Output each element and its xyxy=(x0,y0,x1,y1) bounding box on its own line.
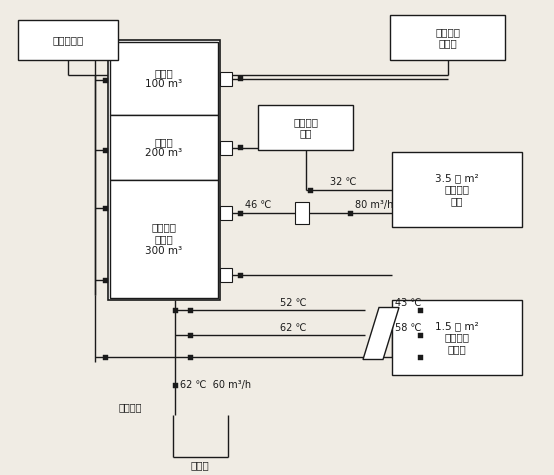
Text: 3.5 万 m²
建筑地覆
采暖: 3.5 万 m² 建筑地覆 采暖 xyxy=(435,173,479,206)
Polygon shape xyxy=(363,307,399,360)
Bar xyxy=(102,77,107,83)
Bar xyxy=(110,42,218,115)
Text: 洗浴池
100 m³: 洗浴池 100 m³ xyxy=(146,68,183,89)
Bar xyxy=(392,300,522,375)
Text: 58 ℃: 58 ℃ xyxy=(395,323,422,333)
Text: 抛井水源: 抛井水源 xyxy=(118,402,142,412)
Text: 1.5 万 m²
建筑暖气
包供暖: 1.5 万 m² 建筑暖气 包供暖 xyxy=(435,321,479,354)
Bar xyxy=(220,72,232,86)
Text: 62 ℃: 62 ℃ xyxy=(280,323,306,333)
Text: 地热井: 地热井 xyxy=(191,460,209,470)
Text: 52 ℃: 52 ℃ xyxy=(280,298,306,308)
Bar xyxy=(295,202,309,224)
Bar xyxy=(347,210,352,216)
Bar xyxy=(238,273,243,277)
Bar xyxy=(172,382,177,388)
Bar xyxy=(102,148,107,152)
Bar xyxy=(110,180,218,298)
Bar xyxy=(187,332,192,338)
Bar xyxy=(418,354,423,360)
Bar xyxy=(172,307,177,313)
Bar xyxy=(258,105,353,150)
Text: 高位热水箱: 高位热水箱 xyxy=(53,35,84,45)
Bar xyxy=(392,152,522,227)
Text: 62 ℃  60 m³/h: 62 ℃ 60 m³/h xyxy=(180,380,251,390)
Bar xyxy=(102,354,107,360)
Bar xyxy=(187,307,192,313)
Bar xyxy=(220,141,232,154)
Bar xyxy=(238,145,243,150)
Bar xyxy=(238,210,243,216)
Text: 32 ℃: 32 ℃ xyxy=(330,177,357,187)
Bar xyxy=(102,277,107,283)
Bar xyxy=(110,115,218,180)
Text: 学生教职
工洗浴: 学生教职 工洗浴 xyxy=(435,27,460,48)
Text: 80 m³/h: 80 m³/h xyxy=(355,200,393,210)
Bar xyxy=(308,188,313,192)
Bar xyxy=(390,15,505,60)
Text: 43 ℃: 43 ℃ xyxy=(395,298,422,308)
Bar xyxy=(418,307,423,313)
Bar xyxy=(418,332,423,338)
Bar xyxy=(18,20,118,60)
Text: 游泳池、
鱼池: 游泳池、 鱼池 xyxy=(293,117,318,138)
Bar xyxy=(108,40,220,300)
Text: 46 ℃: 46 ℃ xyxy=(245,200,271,210)
Text: 备用池
200 m³: 备用池 200 m³ xyxy=(146,137,183,158)
Bar xyxy=(102,206,107,210)
Text: 地覆采暖
储水池
300 m³: 地覆采暖 储水池 300 m³ xyxy=(146,222,183,256)
Bar xyxy=(187,354,192,360)
Bar xyxy=(220,206,232,220)
Bar xyxy=(220,268,232,282)
Bar xyxy=(238,76,243,81)
